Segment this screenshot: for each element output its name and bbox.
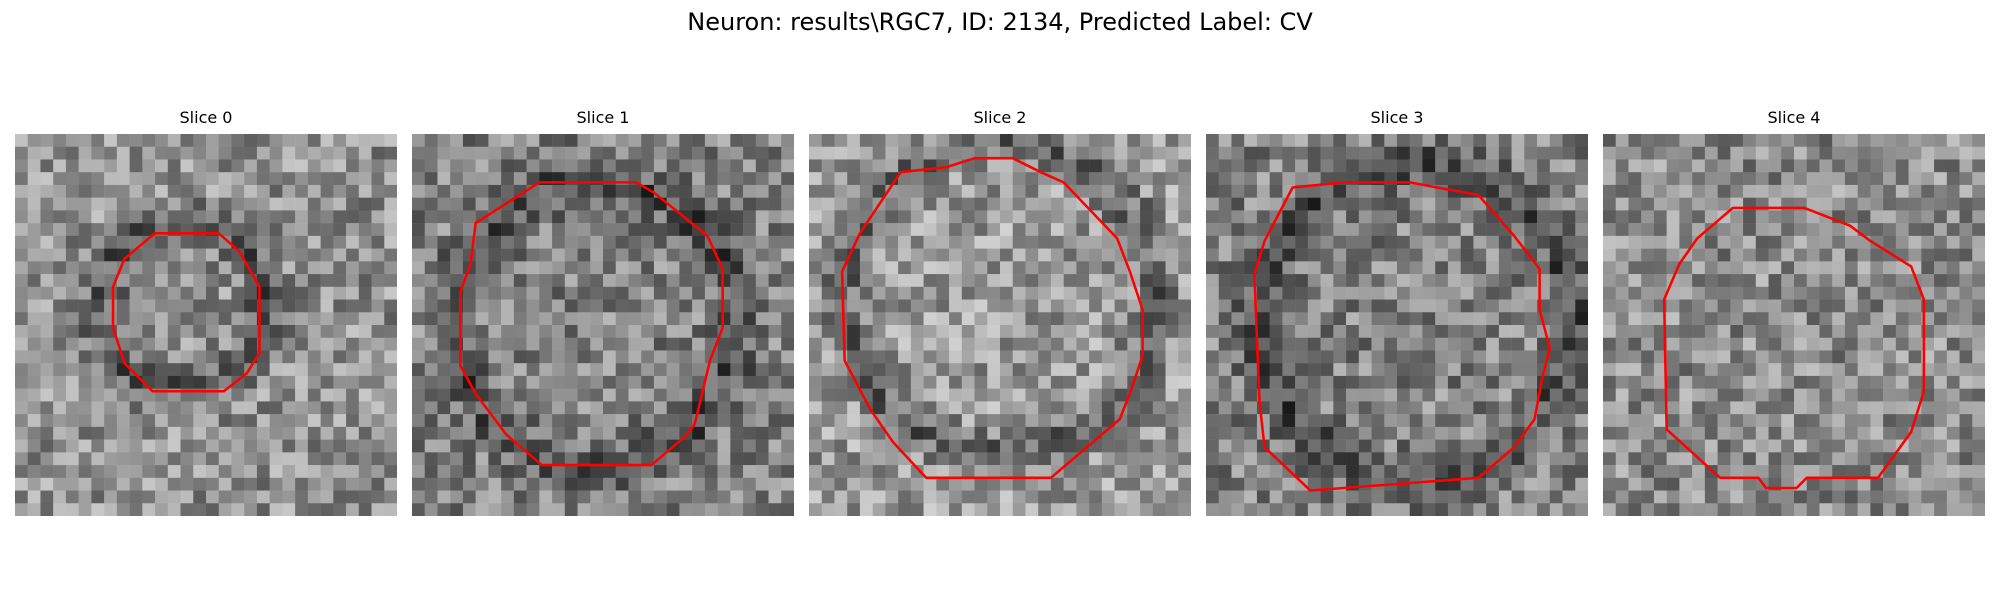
slice-panel-3: Slice 3 [1206, 108, 1588, 516]
pixel-grid [809, 134, 1191, 516]
pixel-grid [1603, 134, 1985, 516]
figure-title: Neuron: results\RGC7, ID: 2134, Predicte… [687, 8, 1313, 36]
pixel-grid [412, 134, 794, 516]
contour-outline [459, 181, 724, 467]
slice-image-3 [1206, 134, 1588, 516]
contour-outline [111, 232, 261, 393]
contour-outline [1662, 206, 1926, 490]
slice-panel-4: Slice 4 [1603, 108, 1985, 516]
slice-title: Slice 0 [179, 108, 233, 127]
contour-outline [1253, 181, 1552, 492]
slice-title: Slice 2 [973, 108, 1027, 127]
slice-title: Slice 1 [576, 108, 630, 127]
slice-image-2 [809, 134, 1191, 516]
slice-image-4 [1603, 134, 1985, 516]
slice-panel-2: Slice 2 [809, 108, 1191, 516]
slice-image-0 [15, 134, 397, 516]
slice-image-1 [412, 134, 794, 516]
contour-outline [840, 156, 1144, 480]
slice-panel-0: Slice 0 [15, 108, 397, 516]
pixel-grid [15, 134, 397, 516]
slice-title: Slice 4 [1767, 108, 1821, 127]
slice-panel-1: Slice 1 [412, 108, 794, 516]
slice-title: Slice 3 [1370, 108, 1424, 127]
pixel-grid [1206, 134, 1588, 516]
